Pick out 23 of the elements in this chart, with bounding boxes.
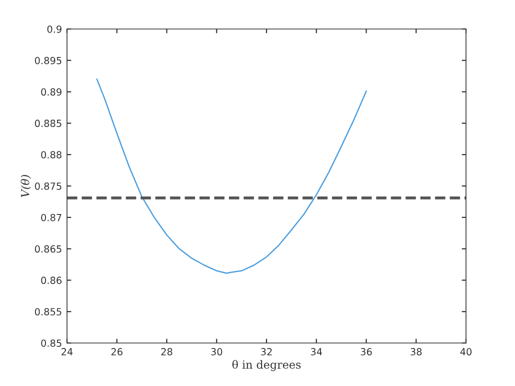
y-tick-label: 0.9 bbox=[47, 25, 62, 33]
x-tick-label: 30 bbox=[211, 348, 222, 356]
x-tick-label: 36 bbox=[360, 348, 372, 356]
x-tick-label: 40 bbox=[460, 348, 472, 356]
x-axis-title: θ in degrees bbox=[232, 360, 301, 372]
y-tick-label: 0.88 bbox=[41, 151, 62, 158]
y-tick-label: 0.875 bbox=[34, 182, 62, 190]
x-tick-label: 34 bbox=[310, 348, 322, 356]
y-tick-label: 0.85 bbox=[41, 339, 62, 347]
y-tick-label: 0.855 bbox=[34, 308, 62, 316]
line-series bbox=[96, 78, 367, 274]
y-tick-label: 0.865 bbox=[34, 245, 62, 253]
y-tick-label: 0.895 bbox=[34, 56, 62, 64]
x-tick-label: 38 bbox=[410, 348, 422, 356]
x-tick-label: 28 bbox=[161, 348, 172, 356]
y-tick-label: 0.89 bbox=[41, 88, 62, 96]
y-axis-title: V(θ) bbox=[20, 175, 31, 198]
x-tick-label: 26 bbox=[111, 348, 122, 356]
y-tick-label: 0.885 bbox=[34, 120, 62, 128]
x-tick-label: 32 bbox=[261, 348, 272, 356]
x-tick-label: 24 bbox=[62, 348, 73, 356]
y-tick-label: 0.86 bbox=[41, 276, 62, 284]
y-tick-label: 0.87 bbox=[41, 214, 62, 222]
